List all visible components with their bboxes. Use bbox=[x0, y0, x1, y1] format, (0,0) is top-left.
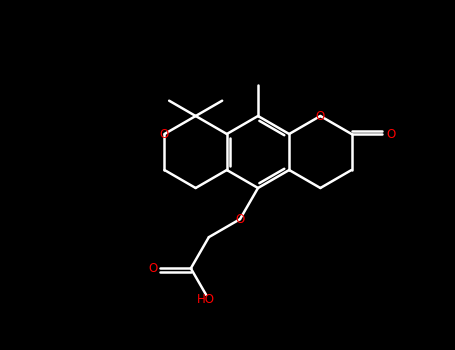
Text: O: O bbox=[386, 127, 395, 140]
Text: O: O bbox=[235, 213, 245, 226]
Text: O: O bbox=[160, 127, 169, 140]
Text: HO: HO bbox=[197, 293, 215, 306]
Text: O: O bbox=[316, 110, 325, 122]
Text: O: O bbox=[148, 262, 157, 275]
